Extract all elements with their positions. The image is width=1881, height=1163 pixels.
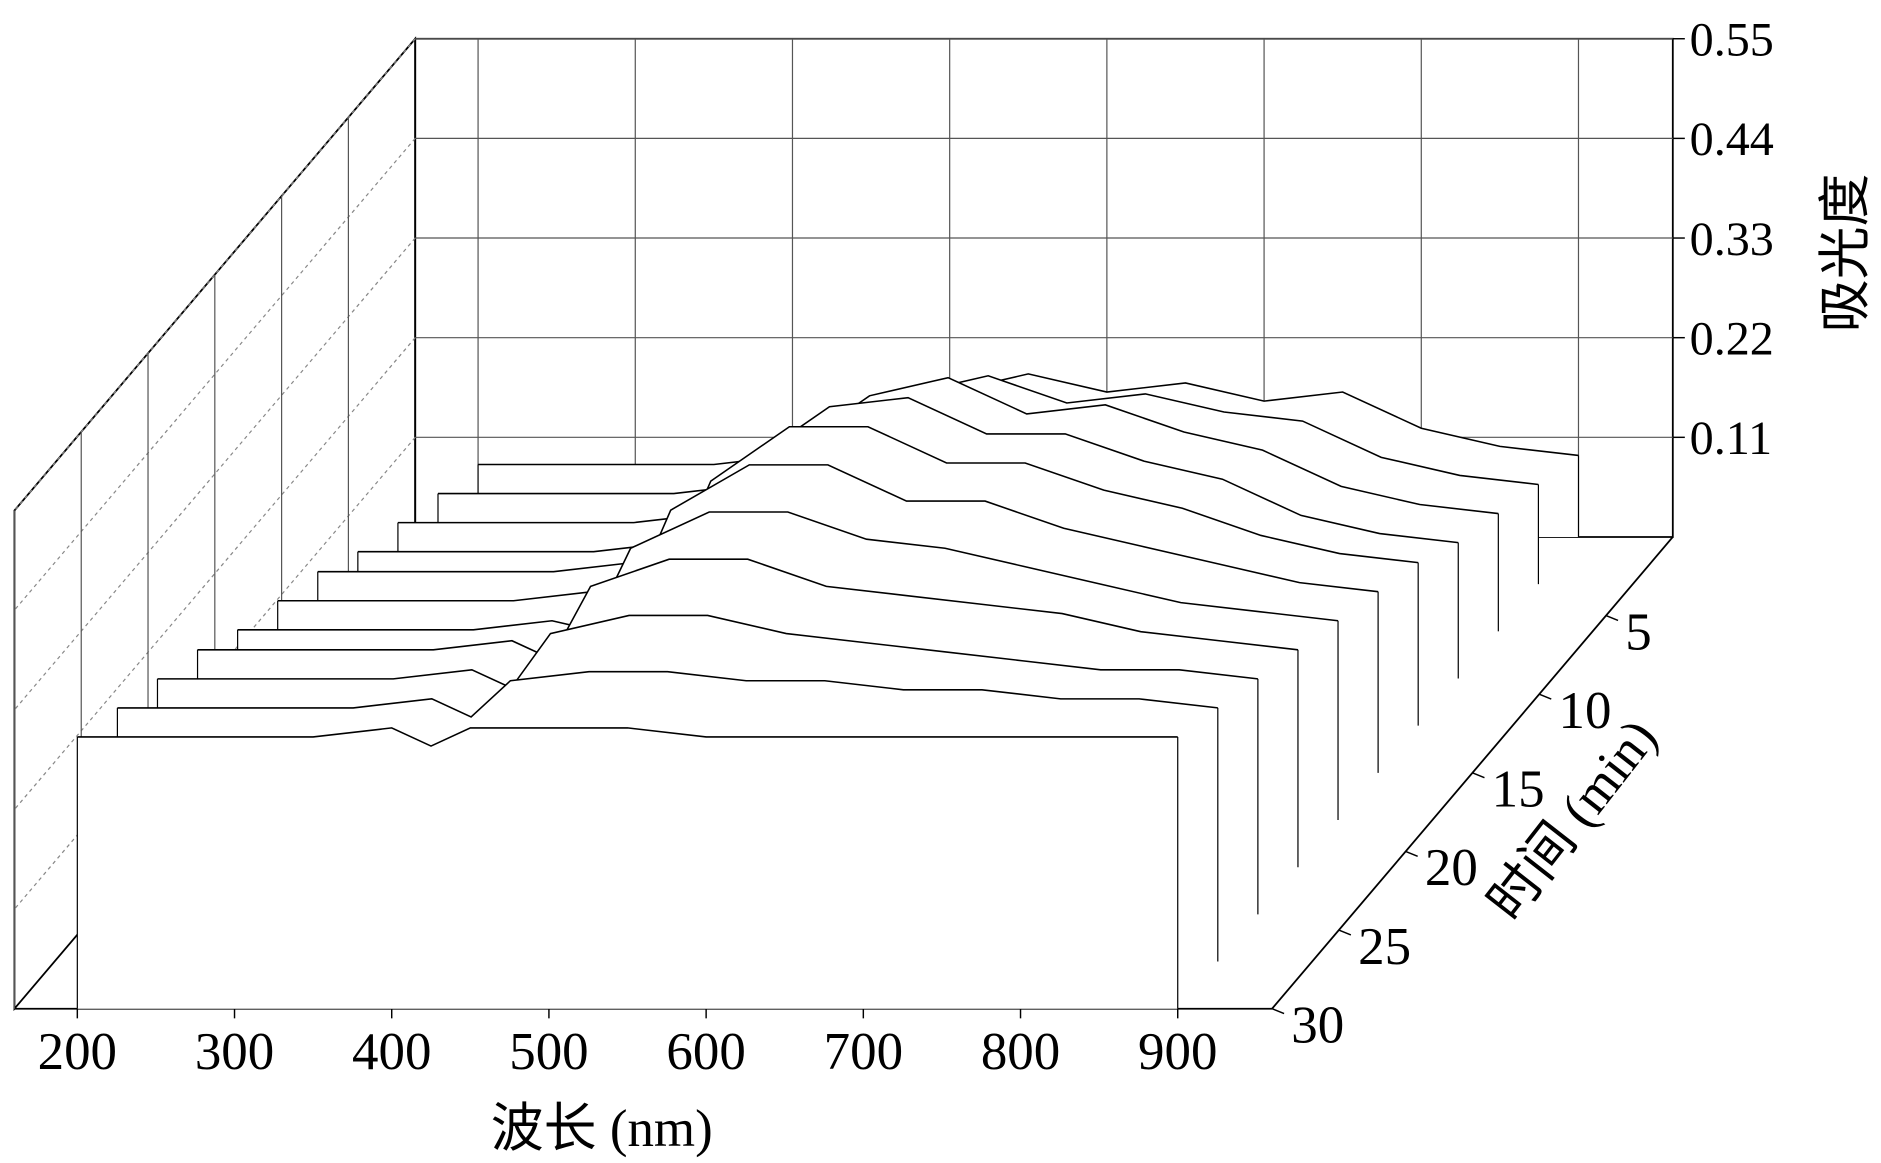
- x-tick-label: 600: [666, 1023, 745, 1081]
- spectrum-line: [317, 425, 1419, 573]
- x-axis-label: 波长 (nm): [491, 1100, 713, 1158]
- z-tick-label: 30: [1291, 996, 1344, 1054]
- z-tick: [1405, 850, 1418, 857]
- x-tick-label: 400: [352, 1023, 431, 1081]
- z-axis-label: 时间 (min): [1477, 709, 1668, 931]
- spectrum-line: [357, 396, 1459, 553]
- curve-occluder: [77, 727, 1178, 1009]
- x-tick-label: 800: [981, 1023, 1060, 1081]
- z-tick-label: 5: [1625, 603, 1651, 661]
- x-tick-label: 700: [824, 1023, 903, 1081]
- spectrum-line: [117, 670, 1218, 718]
- y-tick-label: 0.22: [1690, 313, 1774, 366]
- x-tick-label: 500: [509, 1023, 588, 1081]
- x-tick-label: 200: [38, 1023, 117, 1081]
- y-axis-label: 吸光度: [1817, 174, 1875, 333]
- y-tick-label: 0.44: [1690, 113, 1774, 166]
- y-tick-label: 0.33: [1690, 213, 1774, 266]
- z-tick: [1472, 772, 1485, 779]
- spectrum-line: [237, 511, 1339, 631]
- z-tick-label: 10: [1558, 682, 1611, 740]
- z-tick: [1538, 693, 1552, 700]
- y-tick-label: 0.55: [1690, 14, 1774, 67]
- spectrum-line: [397, 376, 1499, 524]
- z-tick: [1338, 929, 1352, 936]
- spectrum-line: [277, 464, 1379, 602]
- spectrum-line: [77, 727, 1178, 747]
- z-tick-label: 20: [1425, 839, 1478, 897]
- x-tick-label: 900: [1138, 1023, 1217, 1081]
- spectrum-line: [157, 614, 1258, 689]
- y-tick-label: 0.11: [1690, 412, 1772, 465]
- spectrum-line: [197, 558, 1299, 660]
- z-tick-label: 25: [1358, 918, 1411, 976]
- x-tick-label: 300: [195, 1023, 274, 1081]
- z-tick-label: 15: [1492, 761, 1545, 819]
- z-tick: [1605, 614, 1619, 622]
- z-tick: [1271, 1008, 1285, 1015]
